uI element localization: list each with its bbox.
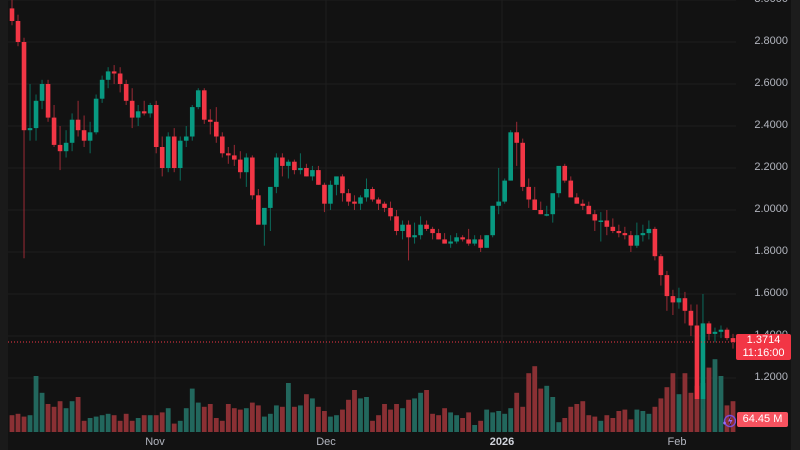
- price-tick-label: 3.0000: [728, 0, 788, 5]
- right-scrollbar[interactable]: [791, 0, 800, 450]
- lightning-tool-icon[interactable]: [722, 414, 736, 428]
- price-candles: [9, 0, 736, 410]
- time-tick-label: Dec: [316, 436, 336, 448]
- volume-value-tag: 64.45 M: [737, 412, 788, 427]
- price-tick-label: 1.2000: [754, 371, 788, 383]
- time-tick-label: Nov: [145, 436, 165, 448]
- price-tick-label: 2.4000: [754, 119, 788, 131]
- bar-countdown: 11:16:00: [742, 347, 785, 359]
- chart-grid: [8, 0, 736, 430]
- price-tick-label: 2.2000: [754, 161, 788, 173]
- price-tick-label: 1.8000: [754, 245, 788, 257]
- price-tick-label: 2.6000: [754, 77, 788, 89]
- last-price-value: 1.3714: [746, 334, 781, 346]
- left-panel-edge: [0, 0, 8, 450]
- last-price-tag: 1.3714 11:16:00: [736, 334, 791, 360]
- time-tick-label: 2026: [489, 436, 515, 448]
- price-tick-label: 2.8000: [754, 35, 788, 47]
- volume-bars: [9, 359, 736, 432]
- time-tick-label: Feb: [667, 436, 687, 448]
- price-tick-label: 2.0000: [754, 203, 788, 215]
- price-tick-label: 1.6000: [754, 287, 788, 299]
